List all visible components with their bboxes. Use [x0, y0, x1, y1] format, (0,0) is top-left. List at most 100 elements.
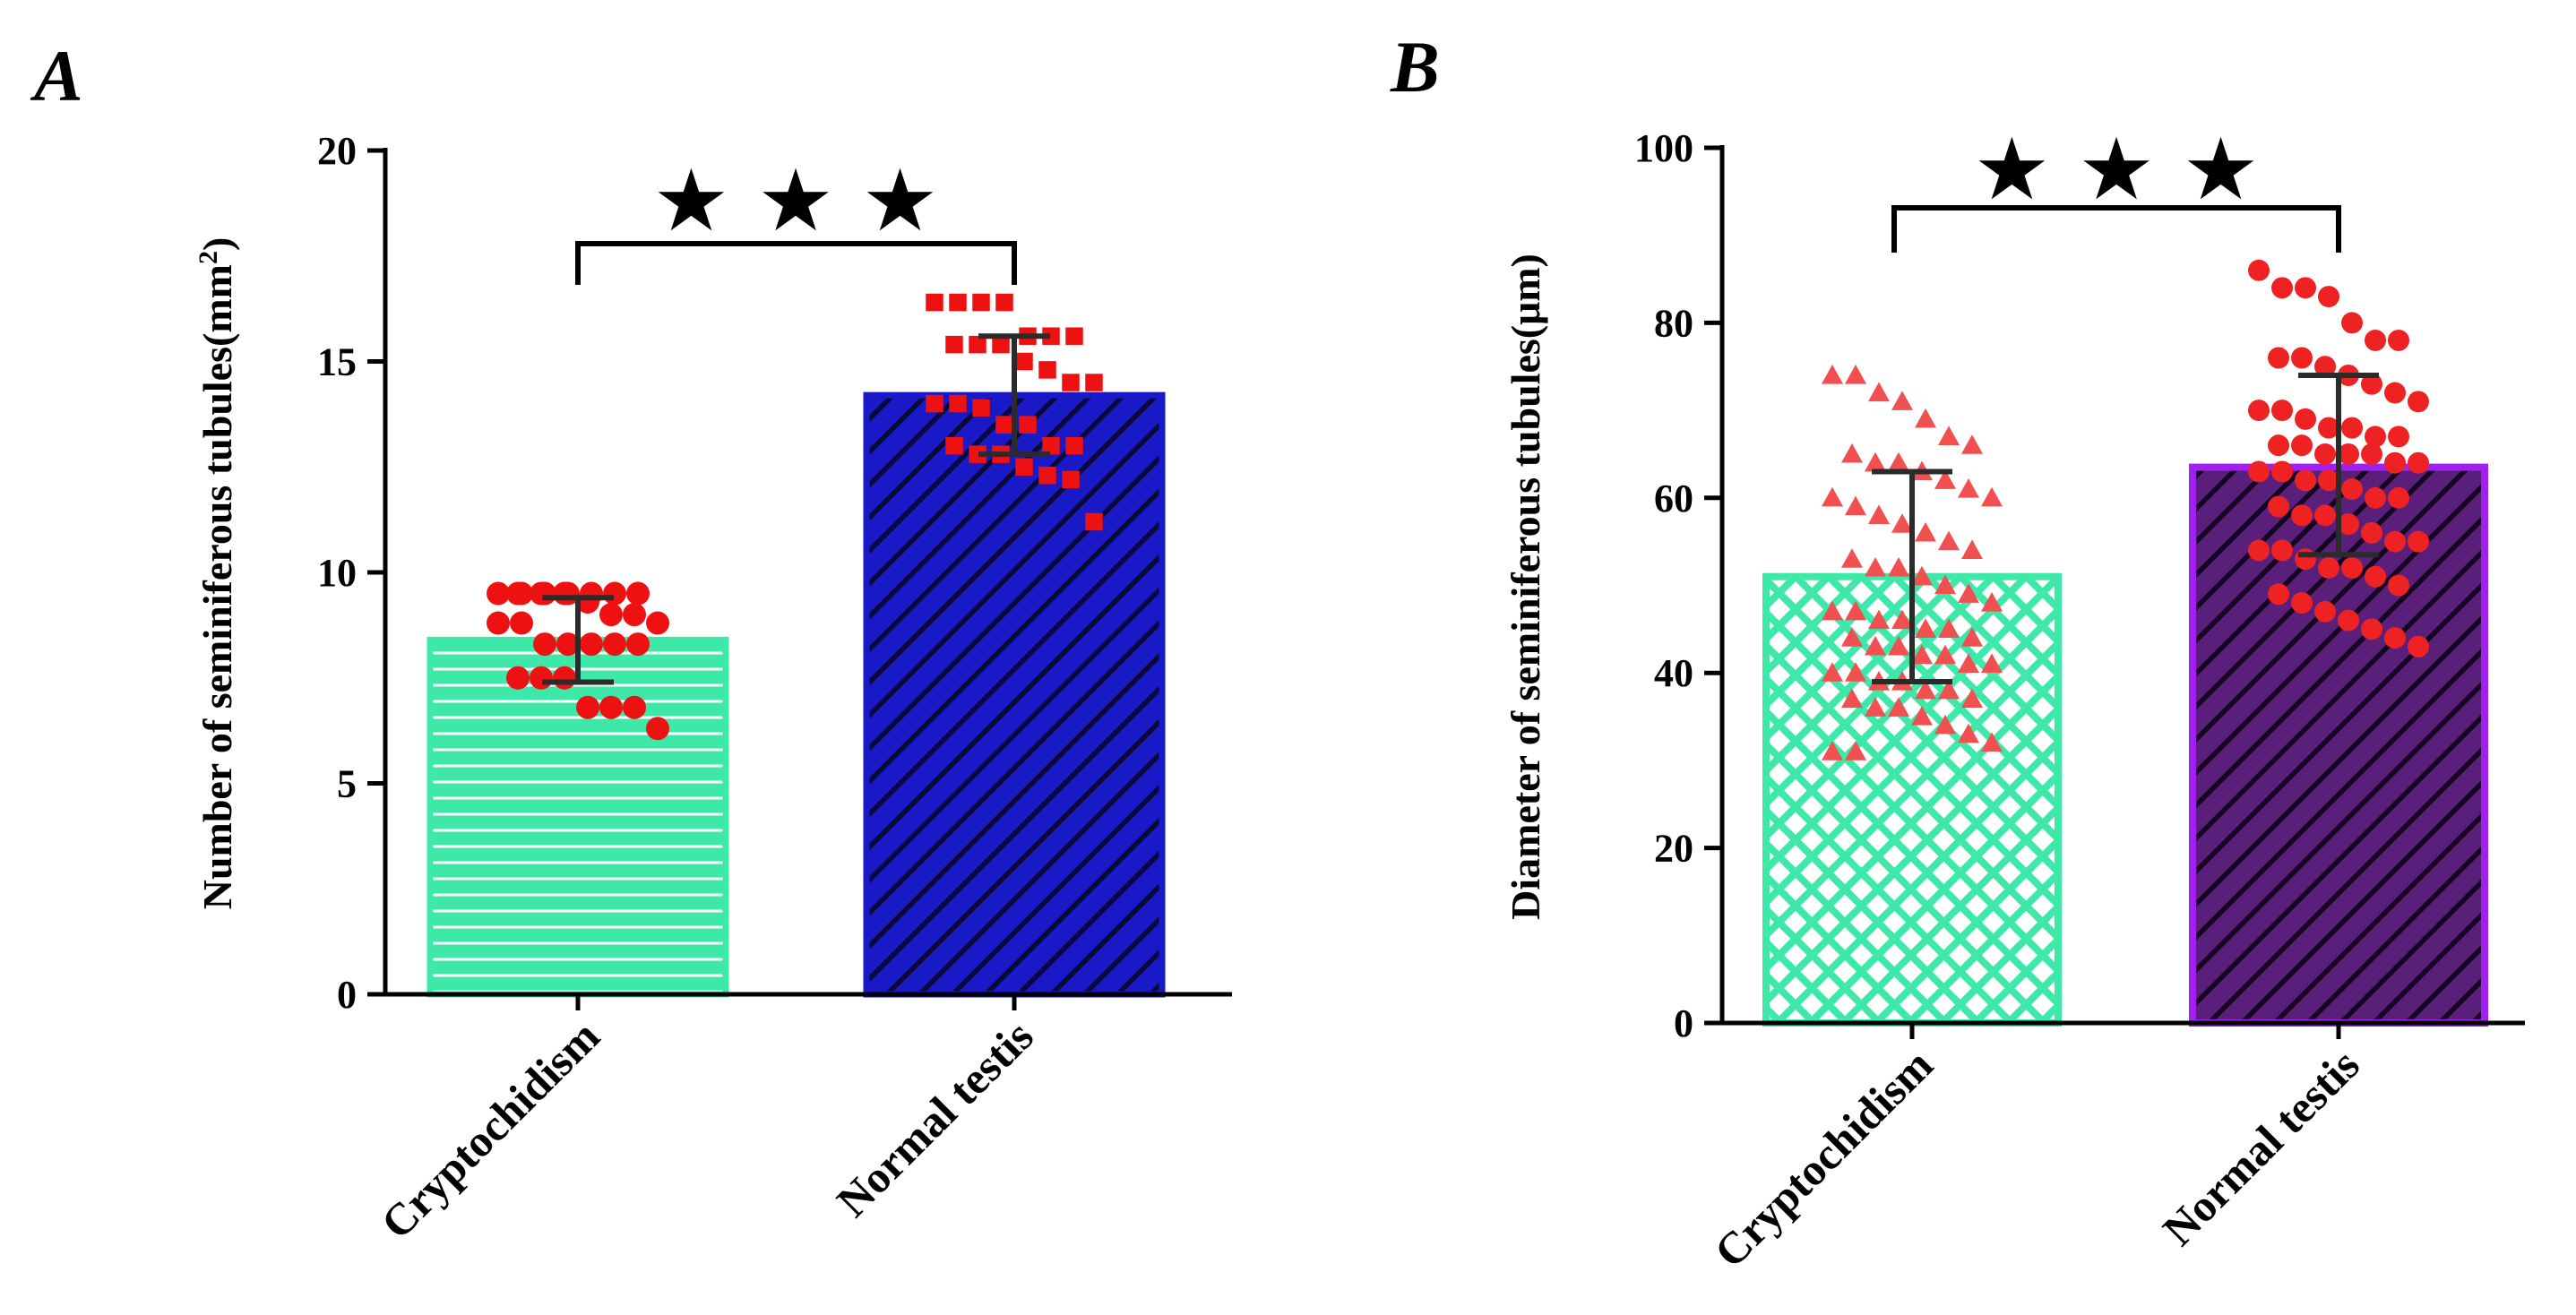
panel-b-data-point [1915, 618, 1936, 638]
panel-a-data-point [1065, 436, 1083, 455]
panel-b-data-point [2271, 277, 2293, 299]
panel-b-data-point [2314, 443, 2336, 465]
panel-b-data-point [1958, 478, 1979, 498]
panel-a-x-label-1: Cryptochidism [371, 1010, 608, 1248]
panel-a-bars [426, 391, 1166, 998]
panel-a-bar-2 [863, 391, 1166, 998]
panel-b-data-point [1915, 679, 1936, 700]
panel-b-data-point [1888, 697, 1909, 717]
panel-a-data-point [623, 603, 646, 627]
panel-b-data-point [2341, 312, 2363, 334]
panel-b-data-point [2361, 618, 2382, 640]
panel-b-data-point [1981, 732, 2003, 752]
panel-b-data-point [2271, 400, 2293, 422]
panel-b-data-point [1938, 618, 1960, 638]
panel-b-data-point [2268, 583, 2289, 606]
panel-b-data-point [1891, 513, 1913, 533]
panel-b-data-point [1845, 365, 1866, 384]
panel-b-data-point [1841, 548, 1863, 568]
panel-b-x-label-2: Normal testis [2153, 1039, 2369, 1255]
panel-a-data-point [506, 581, 530, 606]
panel-b-data-point [2365, 486, 2386, 509]
panel-b-data-point [2295, 469, 2316, 492]
panel-b-error-bar-1 [1872, 468, 1952, 684]
panel-b-data-point [1911, 706, 1933, 726]
panel-b-data-point [2365, 425, 2386, 448]
panel-a-data-point [1085, 512, 1103, 531]
panel-b-letter: B [1390, 26, 1440, 107]
panel-b-data-point [1958, 723, 1979, 743]
panel-a-data-point [1038, 466, 1056, 485]
panel-b-data-point [2248, 539, 2270, 562]
panel-b-points [1822, 259, 2429, 761]
panel-a-data-point [949, 293, 967, 312]
panel-a-x-label-2: Normal testis [827, 1010, 1043, 1226]
panel-b-data-point [2248, 400, 2270, 422]
panel-b-y-tick-label: 100 [1634, 126, 1693, 170]
panel-b-data-point [1822, 365, 1843, 384]
panel-b-data-point [1841, 627, 1863, 647]
panel-b-x-label-1: Cryptochidism [1704, 1039, 1942, 1276]
panel-b-data-point [1961, 434, 1983, 454]
panel-b-y-tick-label: 40 [1654, 651, 1693, 695]
panel-b-data-point [1961, 539, 1983, 560]
panel-b-data-point [2295, 548, 2316, 571]
panel-b-significance-stars: ★ ★ ★ [1973, 119, 2259, 219]
panel-a-data-point [553, 581, 576, 606]
panel-b-error-bar-2 [2298, 373, 2379, 558]
panel-b-data-point [2341, 478, 2363, 501]
panel-b-data-point [1934, 644, 1956, 665]
panel-b-data-point [1841, 443, 1863, 463]
panel-a-data-point [510, 611, 533, 635]
panel-b-y-axis-title: Diameter of seminiferous tubules(μm) [1503, 254, 1548, 920]
panel-b-data-point [1981, 653, 2003, 674]
panel-b-data-point [2248, 460, 2270, 483]
panel-b-data-point [1868, 504, 1890, 524]
panel-b-data-point [2341, 556, 2363, 579]
panel-a-data-point [623, 695, 646, 719]
panel-a-significance-stars: ★ ★ ★ [652, 150, 938, 251]
panel-b-data-point [1888, 451, 1909, 472]
panel-b-data-point [1961, 688, 1983, 709]
panel-a-data-point [1062, 374, 1080, 391]
panel-a-data-point [972, 399, 990, 417]
panel-b-data-point [1915, 408, 1936, 428]
panel-b-data-point [1911, 565, 1933, 586]
panel-b-data-point [2268, 347, 2289, 369]
panel-b-data-point [1845, 495, 1866, 516]
panel-b-data-point [1961, 627, 1983, 647]
panel-b-data-point [2384, 451, 2406, 474]
panel-b-data-point [1934, 714, 1956, 735]
panel-b-data-point [1938, 679, 1960, 700]
panel-b-data-point [2384, 530, 2406, 553]
panel-b-data-point [2388, 329, 2409, 351]
panel-b-data-point [2318, 417, 2339, 439]
panel-a-data-point [599, 603, 623, 627]
panel-a-data-point [1038, 361, 1056, 379]
panel-b-data-point [2295, 277, 2316, 299]
panel-a-data-point [1085, 374, 1103, 391]
panel-b-data-point [2365, 329, 2386, 351]
panel-b-data-point [2361, 443, 2382, 465]
panel-b-error-bars [1872, 373, 2379, 684]
panel-b-data-point [1868, 609, 1890, 630]
panel-b-data-point [1891, 609, 1913, 630]
panel-b-data-point [1888, 556, 1909, 577]
panel-b-data-point [1822, 600, 1843, 621]
panel-b-data-point [1868, 382, 1890, 402]
panel-b-data-point [2388, 425, 2409, 448]
panel-b-data-point [2341, 417, 2363, 439]
panel-a-data-point [945, 436, 963, 455]
panel-a-data-point [626, 632, 650, 657]
panel-a-data-point [969, 445, 986, 463]
panel-b-data-point [2365, 565, 2386, 588]
panel-b-data-point [2291, 347, 2313, 369]
panel-b-data-point [2295, 408, 2316, 430]
panel-b-data-point [1865, 697, 1886, 717]
panel-b-data-point [1915, 521, 1936, 542]
panel-a-data-point [487, 611, 510, 635]
panel-b-data-point [1822, 741, 1843, 761]
panel-a-data-point [603, 632, 626, 657]
panel-a-data-point [646, 611, 669, 635]
panel-b-data-point [2271, 539, 2293, 562]
